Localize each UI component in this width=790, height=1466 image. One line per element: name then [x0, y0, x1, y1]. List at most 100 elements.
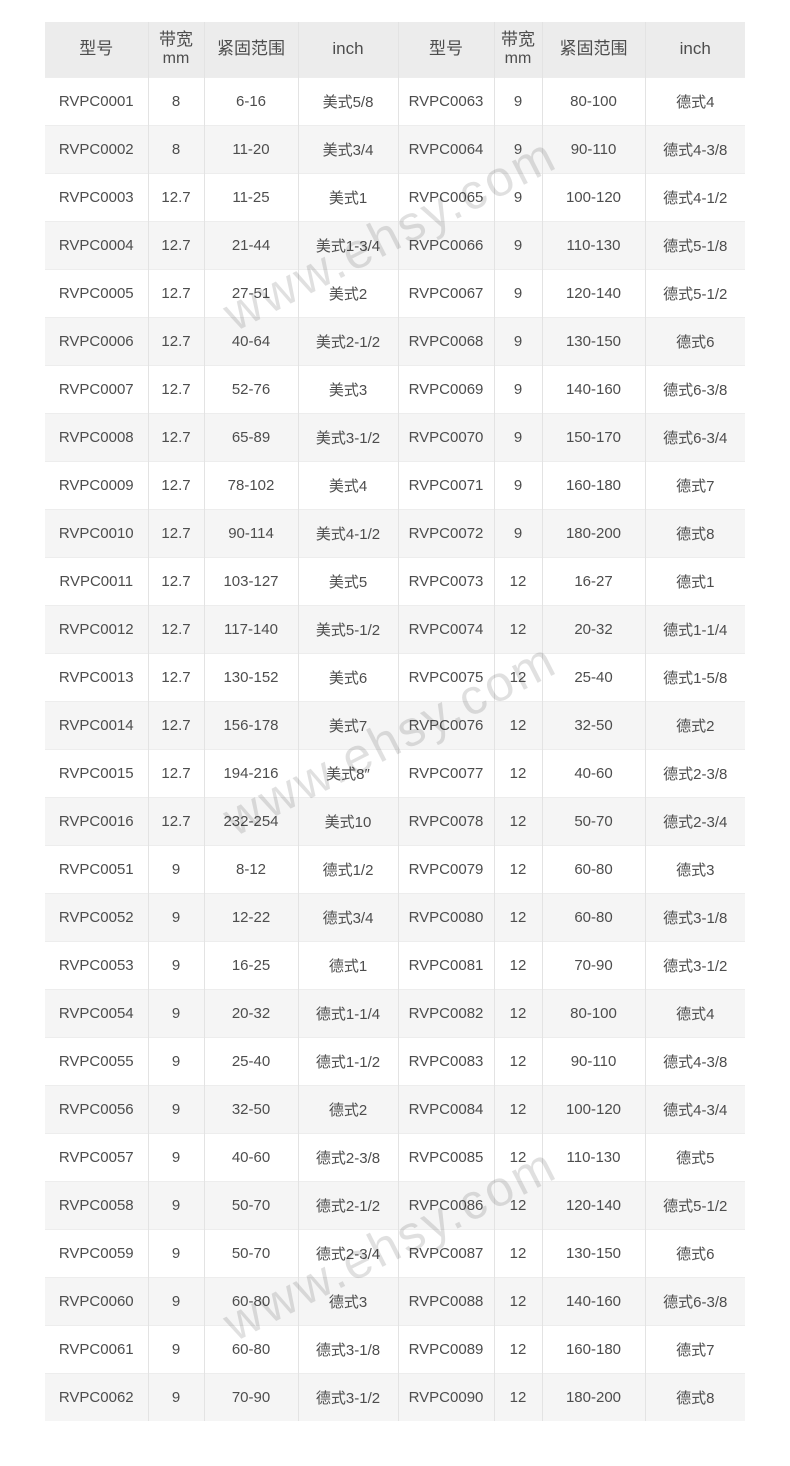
bandwidth-mm-cell: 9 — [493, 172, 542, 221]
clamp-range-cell: 52-76 — [203, 364, 298, 413]
inch-size-cell: 德式4-1/2 — [644, 172, 745, 221]
model-cell: RVPC0009 — [45, 460, 148, 509]
inch-size-cell: 德式1-1/4 — [297, 988, 398, 1037]
column-header: 紧固范围 — [541, 22, 645, 77]
inch-size-cell: 德式8 — [644, 1372, 745, 1421]
bandwidth-mm-cell: 12 — [493, 1372, 542, 1421]
table-row: RVPC0007 12.7 52-76 美式3 RVPC0069 9 140-160 德式6-… — [45, 364, 745, 413]
inch-size-cell: 德式6 — [644, 1228, 745, 1277]
clamp-range-cell: 180-200 — [541, 508, 645, 557]
inch-size-cell: 德式4-3/8 — [644, 124, 745, 173]
bandwidth-mm-cell: 9 — [493, 316, 542, 365]
bandwidth-mm-cell: 12 — [493, 1084, 542, 1133]
model-cell: RVPC0011 — [45, 556, 148, 605]
model-cell: RVPC0066 — [397, 220, 494, 269]
table-row: RVPC0062 9 70-90 德式3-1/2 RVPC0090 12 180-200 德式… — [45, 1372, 745, 1421]
model-cell: RVPC0086 — [397, 1180, 494, 1229]
model-cell: RVPC0083 — [397, 1036, 494, 1085]
inch-size-cell: 德式1/2 — [297, 844, 398, 893]
model-cell: RVPC0089 — [397, 1324, 494, 1373]
bandwidth-mm-cell: 12 — [493, 652, 542, 701]
spec-table: 型号 带宽 mm 紧固范围 inch 型号 带宽 mm 紧固范围 inch RVPC0001 8 6-… — [45, 22, 745, 1421]
table-row: RVPC0061 9 60-80 德式3-1/8 RVPC0089 12 160-180 德式… — [45, 1324, 745, 1373]
clamp-range-cell: 90-114 — [203, 508, 298, 557]
clamp-range-cell: 20-32 — [541, 604, 645, 653]
inch-size-cell: 德式6-3/8 — [644, 1276, 745, 1325]
inch-size-cell: 德式4-3/4 — [644, 1084, 745, 1133]
table-row: RVPC0014 12.7 156-178 美式7 RVPC0076 12 32-50 德式2 — [45, 700, 745, 749]
inch-size-cell: 德式5-1/2 — [644, 268, 745, 317]
table-row: RVPC0055 9 25-40 德式1-1/2 RVPC0083 12 90-110 德式4… — [45, 1036, 745, 1085]
inch-size-cell: 德式6-3/8 — [644, 364, 745, 413]
bandwidth-mm-cell: 9 — [493, 76, 542, 125]
model-cell: RVPC0088 — [397, 1276, 494, 1325]
inch-size-cell: 德式1-5/8 — [644, 652, 745, 701]
clamp-range-cell: 40-60 — [203, 1132, 298, 1181]
clamp-range-cell: 32-50 — [203, 1084, 298, 1133]
table-row: RVPC0003 12.7 11-25 美式1 RVPC0065 9 100-120 德式4-… — [45, 172, 745, 221]
model-cell: RVPC0070 — [397, 412, 494, 461]
clamp-range-cell: 120-140 — [541, 268, 645, 317]
table-body: RVPC0001 8 6-16 美式5/8 RVPC0063 9 80-100 德式4 RVPC… — [45, 76, 745, 1421]
inch-size-cell: 美式5 — [297, 556, 398, 605]
table-row: RVPC0002 8 11-20 美式3/4 RVPC0064 9 90-110 德式4-3/… — [45, 124, 745, 173]
model-cell: RVPC0006 — [45, 316, 148, 365]
bandwidth-mm-cell: 9 — [147, 1372, 204, 1421]
model-cell: RVPC0055 — [45, 1036, 148, 1085]
model-cell: RVPC0008 — [45, 412, 148, 461]
model-cell: RVPC0075 — [397, 652, 494, 701]
model-cell: RVPC0059 — [45, 1228, 148, 1277]
column-header: 带宽 mm — [147, 22, 204, 77]
inch-size-cell: 德式2-3/8 — [297, 1132, 398, 1181]
bandwidth-mm-cell: 12 — [493, 700, 542, 749]
clamp-range-cell: 130-152 — [203, 652, 298, 701]
model-cell: RVPC0001 — [45, 76, 148, 125]
clamp-range-cell: 8-12 — [203, 844, 298, 893]
column-header: 型号 — [397, 22, 494, 77]
inch-size-cell: 德式2-3/4 — [297, 1228, 398, 1277]
table-row: RVPC0054 9 20-32 德式1-1/4 RVPC0082 12 80-100 德式4 — [45, 988, 745, 1037]
bandwidth-mm-cell: 9 — [493, 508, 542, 557]
table-row: RVPC0057 9 40-60 德式2-3/8 RVPC0085 12 110-130 德式… — [45, 1132, 745, 1181]
inch-size-cell: 德式1 — [297, 940, 398, 989]
clamp-range-cell: 110-130 — [541, 220, 645, 269]
bandwidth-mm-cell: 12 — [493, 1036, 542, 1085]
bandwidth-mm-cell: 12 — [493, 604, 542, 653]
bandwidth-mm-cell: 9 — [147, 1180, 204, 1229]
inch-size-cell: 德式1-1/4 — [644, 604, 745, 653]
clamp-range-cell: 16-27 — [541, 556, 645, 605]
table-row: RVPC0060 9 60-80 德式3 RVPC0088 12 140-160 德式6-3/… — [45, 1276, 745, 1325]
bandwidth-mm-cell: 12.7 — [147, 316, 204, 365]
bandwidth-mm-cell: 9 — [147, 988, 204, 1037]
inch-size-cell: 美式3/4 — [297, 124, 398, 173]
table-row: RVPC0006 12.7 40-64 美式2-1/2 RVPC0068 9 130-150… — [45, 316, 745, 365]
bandwidth-mm-cell: 9 — [493, 124, 542, 173]
bandwidth-mm-cell: 12.7 — [147, 748, 204, 797]
clamp-range-cell: 100-120 — [541, 1084, 645, 1133]
column-header: inch — [297, 22, 398, 77]
inch-size-cell: 德式3-1/8 — [297, 1324, 398, 1373]
table-row: RVPC0001 8 6-16 美式5/8 RVPC0063 9 80-100 德式4 — [45, 76, 745, 125]
table-row: RVPC0011 12.7 103-127 美式5 RVPC0073 12 16-27 德式1 — [45, 556, 745, 605]
model-cell: RVPC0051 — [45, 844, 148, 893]
model-cell: RVPC0010 — [45, 508, 148, 557]
clamp-range-cell: 120-140 — [541, 1180, 645, 1229]
clamp-range-cell: 11-20 — [203, 124, 298, 173]
bandwidth-mm-cell: 12.7 — [147, 508, 204, 557]
inch-size-cell: 美式1-3/4 — [297, 220, 398, 269]
inch-size-cell: 美式5-1/2 — [297, 604, 398, 653]
model-cell: RVPC0090 — [397, 1372, 494, 1421]
model-cell: RVPC0073 — [397, 556, 494, 605]
inch-size-cell: 德式2 — [297, 1084, 398, 1133]
bandwidth-mm-cell: 12 — [493, 796, 542, 845]
clamp-range-cell: 60-80 — [541, 892, 645, 941]
model-cell: RVPC0060 — [45, 1276, 148, 1325]
column-header: inch — [644, 22, 745, 77]
model-cell: RVPC0012 — [45, 604, 148, 653]
inch-size-cell: 德式3-1/8 — [644, 892, 745, 941]
table-row: RVPC0051 9 8-12 德式1/2 RVPC0079 12 60-80 德式3 — [45, 844, 745, 893]
clamp-range-cell: 50-70 — [541, 796, 645, 845]
inch-size-cell: 德式2-1/2 — [297, 1180, 398, 1229]
table-row: RVPC0004 12.7 21-44 美式1-3/4 RVPC0066 9 110-130… — [45, 220, 745, 269]
header-row: 型号 带宽 mm 紧固范围 inch 型号 带宽 mm 紧固范围 inch — [45, 22, 745, 77]
